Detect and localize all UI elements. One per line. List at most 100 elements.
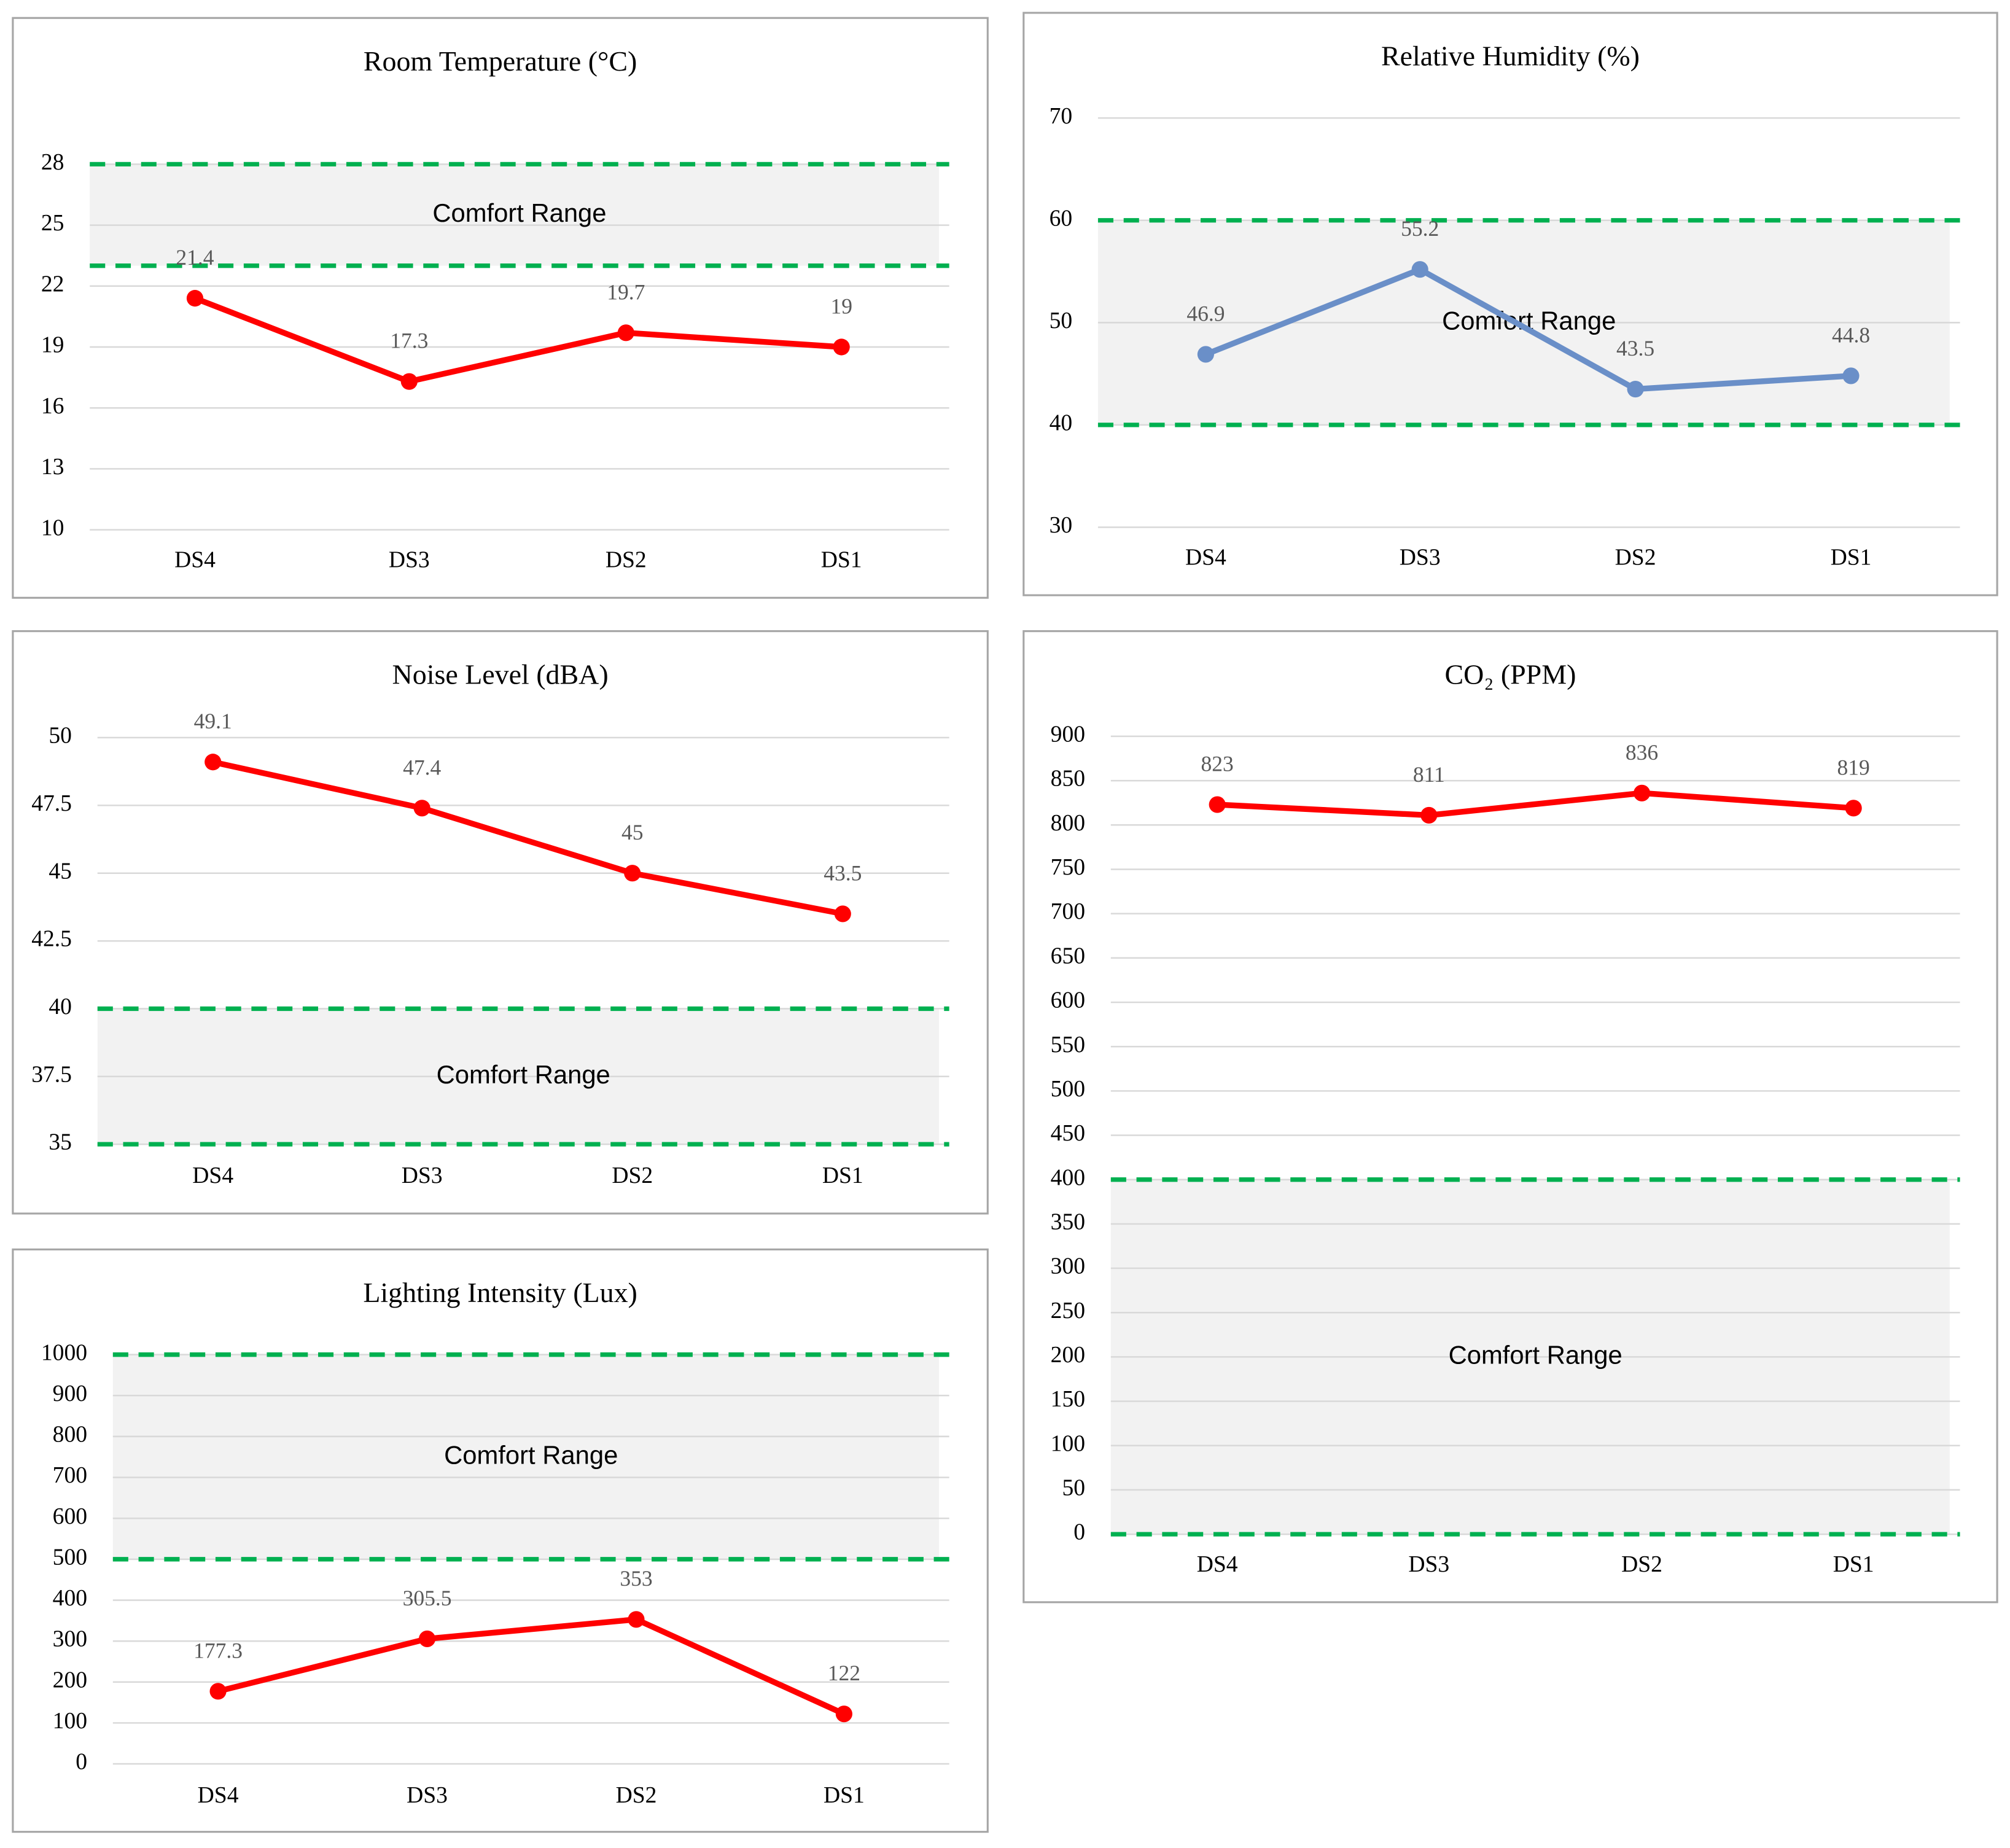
- data-label: 47.4: [403, 755, 441, 779]
- y-tick-label: 50: [1062, 1476, 1085, 1501]
- y-tick-label: 500: [53, 1545, 87, 1570]
- point: [1209, 796, 1226, 813]
- comfort-label: Comfort Range: [437, 1060, 610, 1089]
- y-tick-label: 30: [1050, 513, 1073, 538]
- y-tick-label: 900: [53, 1381, 87, 1406]
- comfort-label: Comfort Range: [444, 1440, 618, 1469]
- point: [1420, 806, 1438, 824]
- x-tick-label: DS3: [389, 547, 430, 572]
- y-tick-label: 750: [1051, 855, 1085, 880]
- x-tick-label: DS4: [1197, 1552, 1238, 1577]
- y-tick-label: 13: [41, 454, 64, 480]
- y-tick-label: 28: [41, 150, 64, 175]
- comfort-label: Comfort Range: [1449, 1340, 1622, 1369]
- y-tick-label: 10: [41, 515, 64, 540]
- y-tick-label: 100: [53, 1709, 87, 1734]
- x-tick-label: DS3: [1400, 545, 1441, 570]
- point: [628, 1611, 645, 1628]
- point: [1633, 784, 1651, 801]
- x-tick-label: DS4: [198, 1783, 239, 1808]
- point: [833, 338, 850, 356]
- comfort-band: [112, 1354, 939, 1559]
- point: [1411, 261, 1428, 278]
- chart-title: Room Temperature (°C): [364, 45, 637, 77]
- x-tick-label: DS1: [821, 547, 862, 572]
- y-tick-label: 37.5: [31, 1062, 72, 1087]
- y-tick-label: 40: [1050, 411, 1073, 436]
- line: [1204, 266, 1852, 392]
- point: [418, 1630, 436, 1647]
- point: [209, 1683, 227, 1700]
- y-tick-label: 200: [53, 1667, 87, 1693]
- y-tick-label: 19: [41, 333, 64, 358]
- point: [400, 373, 418, 390]
- chart-title: Relative Humidity (%): [1381, 41, 1640, 72]
- x-tick-label: DS2: [616, 1783, 657, 1808]
- data-label: 44.8: [1832, 322, 1870, 347]
- y-tick-label: 60: [1050, 206, 1073, 231]
- y-tick-label: 45: [49, 859, 72, 884]
- data-label: 43.5: [824, 860, 862, 885]
- y-tick-label: 500: [1051, 1077, 1085, 1102]
- data-label: 45: [621, 820, 644, 844]
- data-label: 819: [1837, 755, 1870, 779]
- y-tick-label: 50: [49, 723, 72, 749]
- y-tick-label: 650: [1051, 943, 1085, 969]
- line: [193, 295, 842, 384]
- y-tick-label: 600: [53, 1504, 87, 1529]
- line: [1217, 790, 1854, 819]
- y-tick-label: 900: [1051, 722, 1085, 747]
- y-tick-label: 450: [1051, 1121, 1085, 1146]
- data-label: 305.5: [403, 1586, 452, 1610]
- data-label: 19: [830, 294, 852, 318]
- data-label: 21.4: [176, 245, 214, 270]
- point: [1627, 381, 1644, 398]
- y-tick-label: 200: [1051, 1343, 1085, 1368]
- x-tick-label: DS3: [402, 1163, 443, 1188]
- y-tick-label: 300: [1051, 1254, 1085, 1279]
- point: [624, 865, 641, 882]
- y-tick-label: 50: [1050, 308, 1073, 333]
- y-tick-label: 700: [53, 1463, 87, 1488]
- data-label: 17.3: [390, 329, 428, 353]
- y-tick-label: 1000: [41, 1340, 87, 1365]
- y-tick-label: 0: [1073, 1520, 1085, 1545]
- data-label: 177.3: [193, 1638, 243, 1663]
- x-tick-label: DS4: [1185, 545, 1226, 570]
- point: [834, 905, 851, 922]
- line: [212, 759, 844, 917]
- comfort-band: [90, 164, 939, 266]
- point: [186, 290, 204, 307]
- y-tick-label: 22: [41, 271, 64, 297]
- data-label: 46.9: [1186, 301, 1225, 326]
- point: [617, 324, 634, 341]
- y-tick-label: 850: [1051, 766, 1085, 792]
- data-label: 823: [1201, 752, 1234, 776]
- line: [217, 1616, 846, 1717]
- point: [413, 800, 430, 817]
- x-tick-label: DS1: [1831, 545, 1872, 570]
- x-tick-label: DS3: [1408, 1552, 1449, 1577]
- data-label: 836: [1626, 740, 1658, 765]
- chart-frame: [12, 17, 989, 599]
- y-tick-label: 35: [49, 1130, 72, 1155]
- y-tick-label: 100: [1051, 1431, 1085, 1456]
- y-tick-label: 600: [1051, 988, 1085, 1013]
- x-tick-label: DS4: [192, 1163, 233, 1188]
- y-tick-label: 400: [53, 1586, 87, 1611]
- data-label: 49.1: [194, 709, 232, 733]
- x-tick-label: DS3: [407, 1783, 448, 1808]
- point: [835, 1706, 852, 1723]
- y-tick-label: 150: [1051, 1387, 1085, 1412]
- x-tick-label: DS2: [1615, 545, 1656, 570]
- data-label: 19.7: [607, 279, 645, 304]
- point: [1197, 346, 1214, 363]
- y-tick-label: 16: [41, 394, 64, 419]
- y-tick-label: 800: [53, 1422, 87, 1448]
- point: [1845, 800, 1862, 817]
- x-tick-label: DS1: [824, 1783, 865, 1808]
- data-label: 122: [828, 1661, 860, 1685]
- y-tick-label: 25: [41, 211, 64, 236]
- x-tick-label: DS2: [1621, 1552, 1662, 1577]
- y-tick-label: 700: [1051, 899, 1085, 924]
